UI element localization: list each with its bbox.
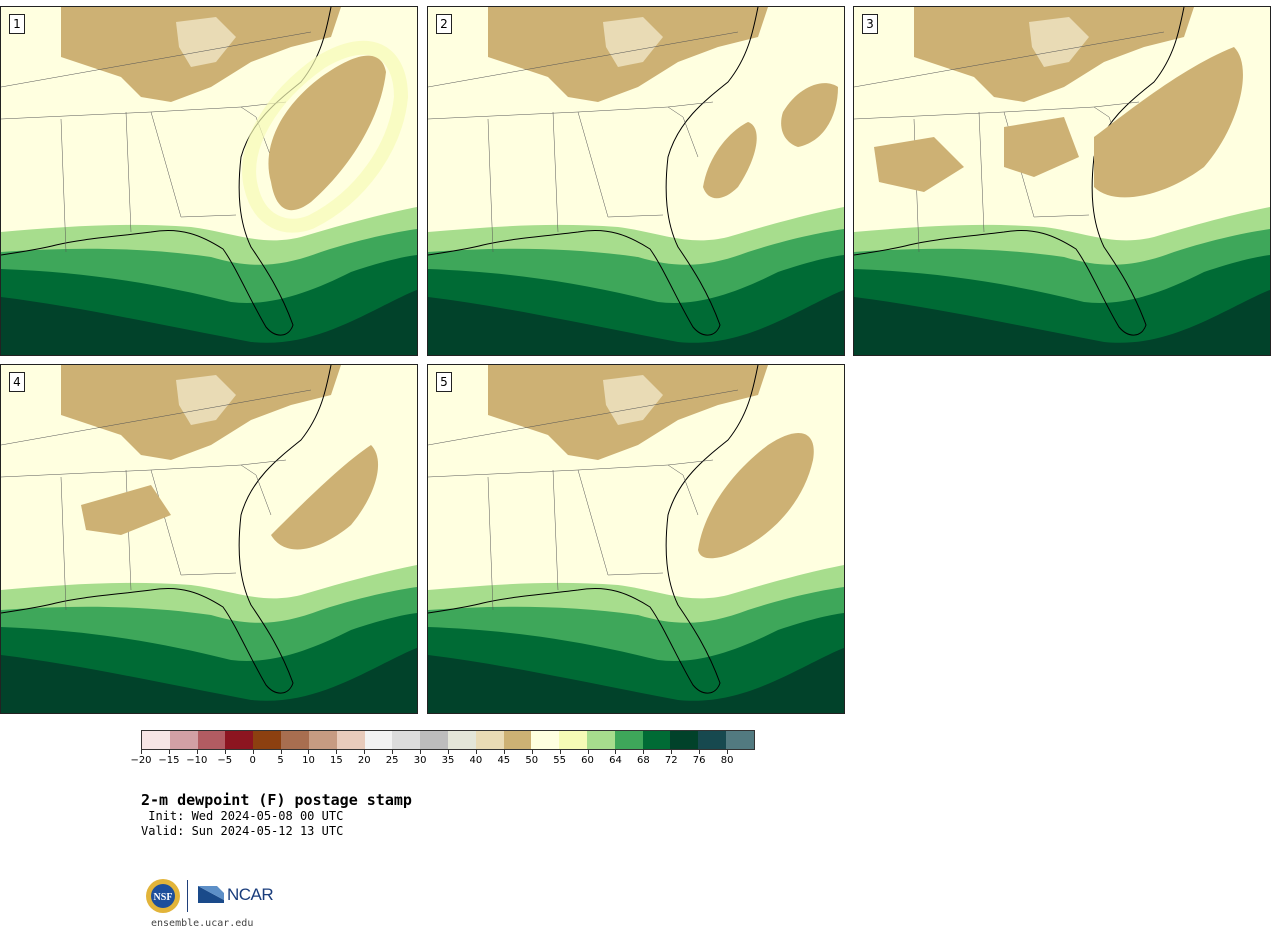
colorbar-tick-label: 40 xyxy=(469,755,483,766)
colorbar-tick-label: −20 xyxy=(130,755,152,766)
colorbar-swatch xyxy=(253,731,282,749)
colorbar-swatch xyxy=(225,731,254,749)
colorbar-tick xyxy=(671,750,673,754)
colorbar xyxy=(141,730,755,750)
member-label: 2 xyxy=(436,14,452,34)
colorbar-tick-label: 30 xyxy=(413,755,427,766)
colorbar-tick xyxy=(336,750,338,754)
colorbar-tick-label: 5 xyxy=(277,755,284,766)
colorbar-tick-label: 64 xyxy=(609,755,622,766)
colorbar-swatch xyxy=(197,731,226,749)
colorbar-tick xyxy=(727,750,729,754)
colorbar-swatch xyxy=(142,731,170,749)
colorbar-tick-label: −5 xyxy=(217,755,233,766)
colorbar-tick xyxy=(364,750,366,754)
colorbar-ticks: −20 −15 −10 −5 0 5 10 15 20 25 30 35 40 45 50 55 60 64 68 7… xyxy=(130,750,755,770)
dewpoint-map xyxy=(854,7,1270,355)
ncar-logo-text: NCAR xyxy=(227,885,274,904)
colorbar-swatch xyxy=(503,731,532,749)
colorbar-tick xyxy=(503,750,505,754)
ncar-logo-mark xyxy=(198,886,224,903)
site-url: ensemble.ucar.edu xyxy=(151,918,254,929)
colorbar-tick-label: 10 xyxy=(302,755,315,766)
valid-time: Valid: Sun 2024-05-12 13 UTC xyxy=(141,824,344,838)
colorbar-tick xyxy=(448,750,449,754)
colorbar-swatch xyxy=(614,731,643,749)
colorbar-swatch xyxy=(392,731,421,749)
colorbar-swatch xyxy=(726,731,754,749)
colorbar-tick xyxy=(168,750,170,754)
colorbar-swatch xyxy=(308,731,337,749)
colorbar-tick xyxy=(224,750,226,754)
colorbar-tick xyxy=(587,750,589,754)
colorbar-tick-label: 72 xyxy=(664,755,678,766)
colorbar-swatch xyxy=(531,731,560,749)
colorbar-swatch xyxy=(420,731,448,749)
colorbar-tick-label: 35 xyxy=(441,755,455,766)
colorbar-tick xyxy=(559,750,561,754)
dewpoint-map xyxy=(1,365,417,713)
ensemble-member-map: 1 xyxy=(0,6,418,356)
colorbar-swatch xyxy=(169,731,198,749)
colorbar-tick-label: 76 xyxy=(692,755,706,766)
colorbar-tick-label: 50 xyxy=(525,755,539,766)
nsf-logo: NSF xyxy=(146,879,180,913)
colorbar-tick-label: 25 xyxy=(385,755,399,766)
colorbar-tick xyxy=(141,750,142,754)
colorbar-swatch xyxy=(587,731,615,749)
colorbar-tick-label: −15 xyxy=(158,755,180,766)
colorbar-tick xyxy=(308,750,310,754)
colorbar-tick-label: 0 xyxy=(249,755,256,766)
colorbar-tick xyxy=(196,750,198,754)
colorbar-tick xyxy=(280,750,282,754)
colorbar-tick xyxy=(531,750,533,754)
colorbar-swatch xyxy=(281,731,309,749)
ensemble-member-map: 4 xyxy=(0,364,418,714)
dewpoint-map xyxy=(428,365,844,713)
colorbar-tick-label: 55 xyxy=(553,755,566,766)
dewpoint-map xyxy=(428,7,844,355)
colorbar-tick-label: 80 xyxy=(720,755,734,766)
colorbar-swatch xyxy=(447,731,476,749)
colorbar-tick xyxy=(643,750,645,754)
colorbar-tick xyxy=(475,750,477,754)
member-label: 5 xyxy=(436,372,452,392)
colorbar-tick xyxy=(420,750,422,754)
colorbar-tick-label: 15 xyxy=(329,755,343,766)
colorbar-tick xyxy=(699,750,701,754)
dewpoint-map xyxy=(1,7,417,355)
colorbar-swatch xyxy=(670,731,699,749)
figure-title: 2-m dewpoint (F) postage stamp xyxy=(141,791,412,809)
colorbar-tick-label: −10 xyxy=(186,755,208,766)
init-time: Init: Wed 2024-05-08 00 UTC xyxy=(141,809,344,823)
member-label: 4 xyxy=(9,372,25,392)
ensemble-member-map: 3 xyxy=(853,6,1271,356)
colorbar-tick-label: 60 xyxy=(581,755,594,766)
colorbar-swatch xyxy=(642,731,671,749)
ensemble-member-map: 2 xyxy=(427,6,845,356)
colorbar-swatch xyxy=(475,731,504,749)
colorbar-tick xyxy=(252,750,254,754)
logo-divider xyxy=(187,880,188,912)
colorbar-tick xyxy=(615,750,617,754)
colorbar-tick-label: 45 xyxy=(497,755,511,766)
ensemble-member-map: 5 xyxy=(427,364,845,714)
colorbar-swatch xyxy=(698,731,727,749)
member-label: 3 xyxy=(862,14,878,34)
colorbar-tick-label: 20 xyxy=(357,755,371,766)
colorbar-swatch xyxy=(336,731,365,749)
colorbar-swatch xyxy=(559,731,587,749)
colorbar-swatch xyxy=(364,731,393,749)
nsf-logo-text: NSF xyxy=(154,892,173,903)
member-label: 1 xyxy=(9,14,25,34)
colorbar-tick-label: 68 xyxy=(636,755,650,766)
colorbar-tick xyxy=(392,750,394,754)
